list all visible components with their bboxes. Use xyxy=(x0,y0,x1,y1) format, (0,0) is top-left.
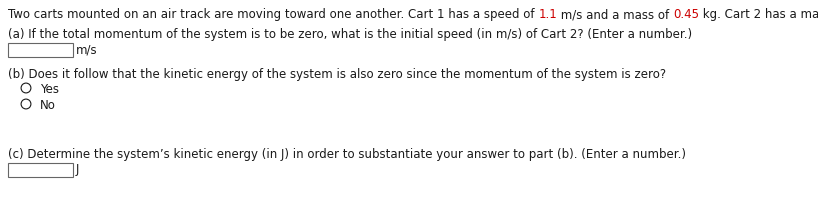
Text: (c) Determine the system’s kinetic energy (in J) in order to substantiate your a: (c) Determine the system’s kinetic energ… xyxy=(8,148,686,161)
Bar xyxy=(8,163,73,177)
Point xyxy=(20,102,33,106)
Text: No: No xyxy=(40,99,56,112)
Text: 0.45: 0.45 xyxy=(673,8,699,21)
Text: m/s and a mass of: m/s and a mass of xyxy=(557,8,673,21)
Text: Two carts mounted on an air track are moving toward one another. Cart 1 has a sp: Two carts mounted on an air track are mo… xyxy=(8,8,538,21)
Text: m/s: m/s xyxy=(76,44,97,56)
Text: 1.1: 1.1 xyxy=(538,8,557,21)
Point xyxy=(20,86,33,89)
Bar xyxy=(8,43,73,57)
Text: kg. Cart 2 has a mass of: kg. Cart 2 has a mass of xyxy=(699,8,818,21)
Text: (a) If the total momentum of the system is to be zero, what is the initial speed: (a) If the total momentum of the system … xyxy=(8,28,692,41)
Text: (b) Does it follow that the kinetic energy of the system is also zero since the : (b) Does it follow that the kinetic ener… xyxy=(8,68,666,81)
Text: Yes: Yes xyxy=(40,83,59,96)
Text: J: J xyxy=(76,164,79,176)
